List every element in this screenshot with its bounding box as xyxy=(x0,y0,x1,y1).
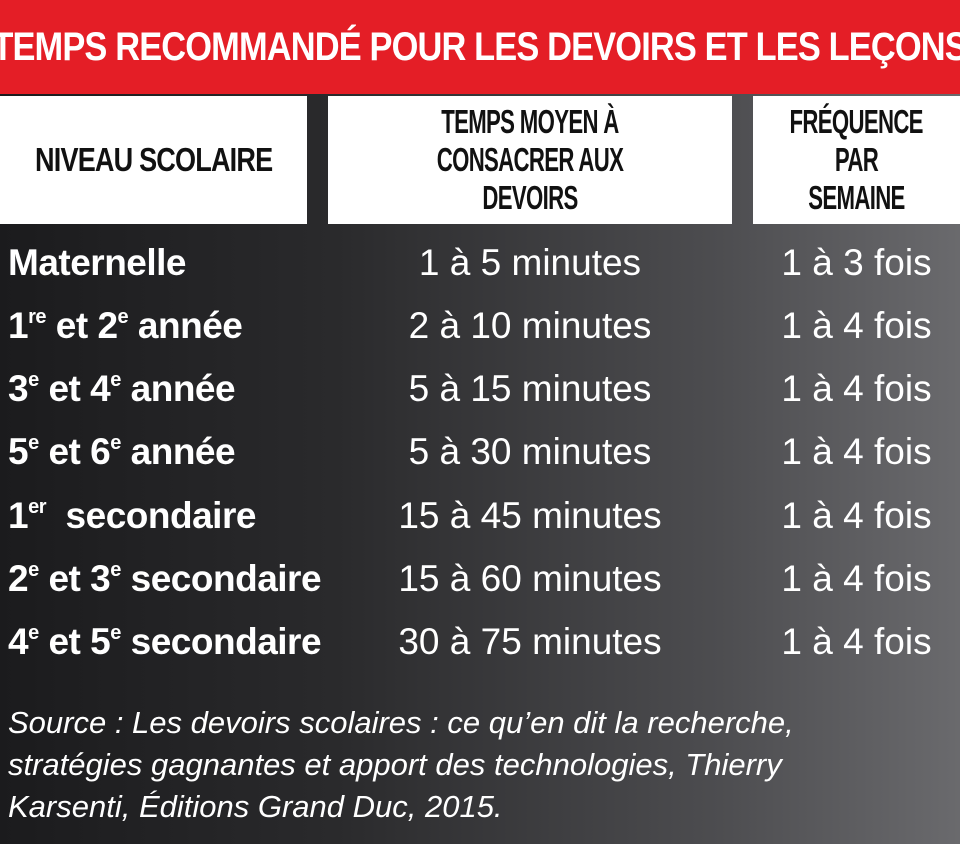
level-cell: 2e et 3e secondaire xyxy=(8,558,322,599)
level-cell: 3e et 4e année xyxy=(8,368,236,409)
level-cell: 5e et 6e année xyxy=(8,431,236,472)
header-label: FRÉQUENCE PAR SEMAINE xyxy=(789,103,924,216)
frequency-cell: 1 à 4 fois xyxy=(781,558,932,599)
header-frequence: FRÉQUENCE PAR SEMAINE xyxy=(753,96,960,224)
table-row: Maternelle 1 à 5 minutes 1 à 3 fois xyxy=(0,233,960,293)
frequency-cell: 1 à 3 fois xyxy=(781,242,932,283)
header-temps-moyen: TEMPS MOYEN À CONSACRER AUX DEVOIRS xyxy=(328,96,732,224)
source-line: Karsenti, Éditions Grand Duc, 2015. xyxy=(8,789,503,824)
time-cell: 5 à 30 minutes xyxy=(408,431,652,472)
time-cell: 15 à 45 minutes xyxy=(398,495,662,536)
frequency-cell: 1 à 4 fois xyxy=(781,495,932,536)
header-niveau-scolaire: NIVEAU SCOLAIRE xyxy=(0,96,307,224)
source-line: stratégies gagnantes et apport des techn… xyxy=(8,747,782,782)
title-banner: TEMPS RECOMMANDÉ POUR LES DEVOIRS ET LES… xyxy=(0,0,960,94)
level-cell: Maternelle xyxy=(8,242,187,283)
time-cell: 1 à 5 minutes xyxy=(418,242,642,283)
level-cell: 1re et 2e année xyxy=(8,305,243,346)
table-row: 5e et 6e année 5 à 30 minutes 1 à 4 fois xyxy=(0,422,960,482)
level-cell: 1er secondaire xyxy=(8,495,256,536)
time-cell: 5 à 15 minutes xyxy=(408,368,652,409)
header-label: TEMPS MOYEN À CONSACRER AUX DEVOIRS xyxy=(436,103,624,216)
level-cell: 4e et 5e secondaire xyxy=(8,621,322,662)
time-cell: 30 à 75 minutes xyxy=(398,621,662,662)
page-title: TEMPS RECOMMANDÉ POUR LES DEVOIRS ET LES… xyxy=(0,24,960,69)
time-cell: 2 à 10 minutes xyxy=(408,305,652,346)
table-row: 3e et 4e année 5 à 15 minutes 1 à 4 fois xyxy=(0,359,960,419)
frequency-cell: 1 à 4 fois xyxy=(781,305,932,346)
time-cell: 15 à 60 minutes xyxy=(398,558,662,599)
source-line: Source : Les devoirs scolaires : ce qu’e… xyxy=(8,705,794,740)
table-row: 4e et 5e secondaire 30 à 75 minutes 1 à … xyxy=(0,612,960,672)
table-row: 1er secondaire 15 à 45 minutes 1 à 4 foi… xyxy=(0,486,960,546)
table-row: 2e et 3e secondaire 15 à 60 minutes 1 à … xyxy=(0,549,960,609)
frequency-cell: 1 à 4 fois xyxy=(781,431,932,472)
source-citation: Source : Les devoirs scolaires : ce qu’e… xyxy=(8,702,948,828)
header-label: NIVEAU SCOLAIRE xyxy=(34,141,273,178)
table-row: 1re et 2e année 2 à 10 minutes 1 à 4 foi… xyxy=(0,296,960,356)
frequency-cell: 1 à 4 fois xyxy=(781,368,932,409)
frequency-cell: 1 à 4 fois xyxy=(781,621,932,662)
